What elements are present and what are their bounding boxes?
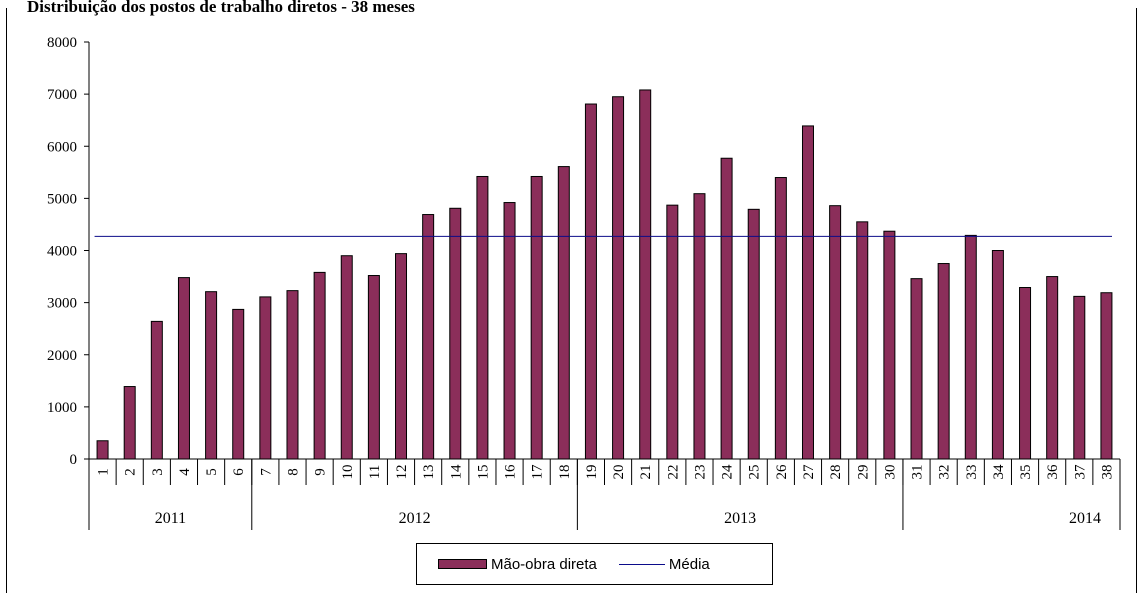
y-tick-label: 7000 <box>47 87 77 103</box>
y-tick-label: 2000 <box>47 348 77 364</box>
x-tick-label: 7 <box>258 468 274 476</box>
x-tick-label: 38 <box>1099 465 1115 480</box>
x-tick-label: 31 <box>910 465 926 480</box>
bar <box>991 250 1004 460</box>
legend-item-bars: Mão-obra direta <box>417 556 597 573</box>
x-tick-label: 14 <box>448 464 464 480</box>
x-tick-label: 28 <box>828 465 844 480</box>
bar <box>96 440 109 460</box>
bar <box>313 271 326 460</box>
x-tick-label: 19 <box>584 465 600 480</box>
y-tick-label: 1000 <box>47 400 77 416</box>
bar <box>910 278 923 460</box>
bar <box>856 221 869 460</box>
bar <box>801 125 814 460</box>
x-tick-label: 37 <box>1072 464 1088 480</box>
bar <box>177 277 190 460</box>
bar <box>883 230 896 460</box>
bar <box>232 308 245 460</box>
x-tick-label: 25 <box>747 465 763 480</box>
x-tick-label: 17 <box>530 464 546 480</box>
x-tick-label: 15 <box>475 465 491 480</box>
legend-label-mean: Média <box>668 555 710 573</box>
bar <box>1019 287 1032 460</box>
x-tick-label: 4 <box>177 468 193 476</box>
bar <box>367 275 380 460</box>
bar <box>829 205 842 460</box>
x-tick-label: 23 <box>692 465 708 480</box>
bar <box>720 157 733 460</box>
bar <box>747 208 760 460</box>
bar <box>639 89 652 460</box>
y-tick-label: 0 <box>70 452 78 468</box>
x-tick-label: 16 <box>503 464 519 480</box>
bar <box>693 193 706 460</box>
x-tick-label: 22 <box>665 465 681 480</box>
chart-title: Distribuição dos postos de trabalho dire… <box>27 0 415 16</box>
x-tick-label: 20 <box>611 465 627 480</box>
chart-frame: Distribuição dos postos de trabalho dire… <box>6 0 1137 593</box>
x-tick-label: 32 <box>937 465 953 480</box>
x-tick-label: 34 <box>991 464 1007 480</box>
bar <box>259 296 272 460</box>
bar <box>1100 292 1113 460</box>
x-tick-label: 21 <box>638 465 654 480</box>
year-label: 2011 <box>155 510 186 527</box>
year-label: 2012 <box>399 510 431 527</box>
y-tick-label: 4000 <box>47 244 77 260</box>
x-tick-label: 26 <box>774 464 790 480</box>
x-tick-label: 27 <box>801 464 817 480</box>
bar <box>503 202 516 460</box>
x-tick-label: 3 <box>150 468 166 476</box>
chart-legend: Mão-obra direta Média <box>416 543 773 585</box>
bar <box>205 291 218 460</box>
x-tick-label: 30 <box>882 465 898 480</box>
bar <box>584 103 597 460</box>
x-tick-label: 8 <box>285 468 301 476</box>
legend-item-mean: Média <box>597 556 710 573</box>
x-tick-label: 24 <box>720 464 736 480</box>
bar <box>666 204 679 460</box>
legend-label-bars: Mão-obra direta <box>491 555 597 573</box>
x-tick-label: 11 <box>367 465 383 479</box>
bar <box>123 386 136 460</box>
bar <box>395 253 408 460</box>
bar <box>150 320 163 460</box>
bar <box>286 290 299 460</box>
bar <box>449 207 462 460</box>
bar <box>557 166 570 460</box>
x-tick-label: 2 <box>123 468 139 476</box>
x-tick-label: 33 <box>964 465 980 480</box>
x-tick-label: 36 <box>1045 464 1061 480</box>
year-label: 2013 <box>724 510 756 527</box>
bar <box>964 234 977 460</box>
y-tick-label: 8000 <box>47 35 77 51</box>
bar <box>1046 276 1059 460</box>
x-tick-label: 10 <box>340 465 356 480</box>
bar <box>774 177 787 460</box>
bar <box>476 175 489 460</box>
x-tick-label: 13 <box>421 465 437 480</box>
bar <box>340 255 353 460</box>
legend-bar-swatch <box>438 559 487 569</box>
bar <box>530 175 543 460</box>
bar <box>1073 295 1086 460</box>
x-tick-label: 29 <box>855 465 871 480</box>
bar <box>937 263 950 460</box>
y-tick-label: 5000 <box>47 191 77 207</box>
year-label: 2014 <box>1069 510 1101 527</box>
x-tick-label: 6 <box>231 468 247 476</box>
bar <box>612 96 625 460</box>
bar <box>422 214 435 460</box>
y-tick-label: 3000 <box>47 296 77 312</box>
x-tick-label: 1 <box>96 468 112 476</box>
x-tick-label: 35 <box>1018 465 1034 480</box>
y-tick-label: 6000 <box>47 139 77 155</box>
x-tick-label: 18 <box>557 465 573 480</box>
legend-line-swatch <box>618 563 665 565</box>
x-tick-label: 5 <box>204 468 220 476</box>
x-tick-label: 12 <box>394 465 410 480</box>
x-tick-label: 9 <box>313 468 329 476</box>
